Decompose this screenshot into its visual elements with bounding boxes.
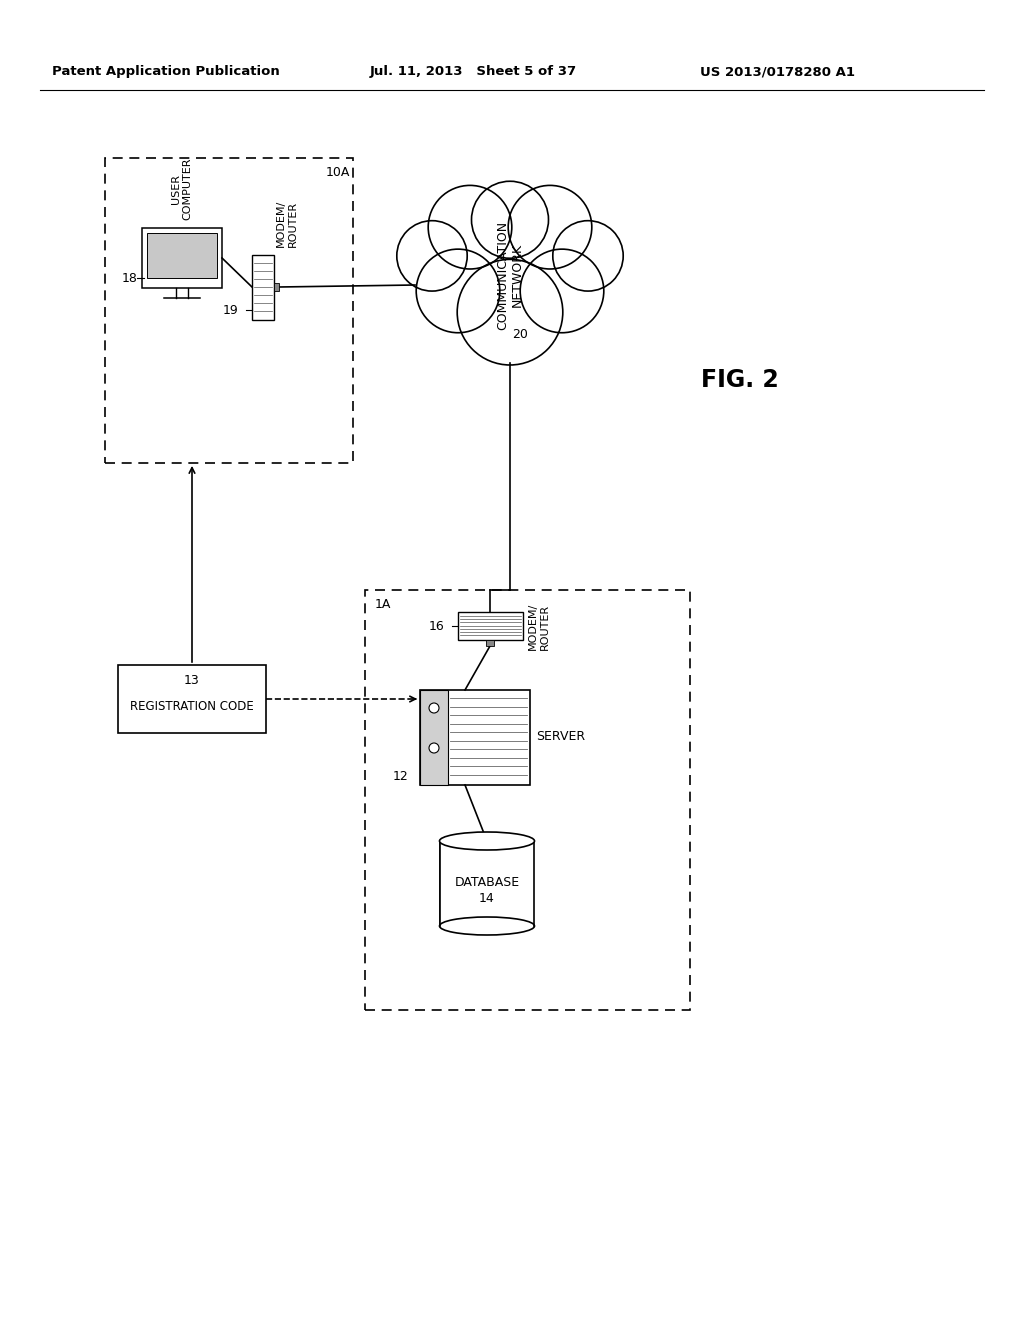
Text: 12: 12	[392, 771, 408, 784]
Bar	[105, 158, 353, 463]
Circle shape	[416, 249, 500, 333]
Text: FIG. 2: FIG. 2	[701, 368, 779, 392]
Text: 13: 13	[184, 673, 200, 686]
Bar	[486, 640, 494, 645]
Bar	[420, 690, 449, 785]
Text: DATABASE: DATABASE	[455, 876, 519, 890]
Text: COMMUNICATION
NETWORK: COMMUNICATION NETWORK	[496, 220, 524, 330]
Text: USER
COMPUTER: USER COMPUTER	[171, 157, 193, 220]
Bar	[440, 841, 535, 927]
Circle shape	[471, 181, 549, 259]
Circle shape	[520, 249, 604, 333]
Bar	[252, 255, 274, 319]
Text: SERVER: SERVER	[536, 730, 585, 743]
Bar	[458, 612, 523, 640]
Text: US 2013/0178280 A1: US 2013/0178280 A1	[700, 66, 855, 78]
Circle shape	[429, 743, 439, 752]
Text: 14: 14	[479, 892, 495, 906]
Circle shape	[429, 704, 439, 713]
Circle shape	[457, 260, 563, 366]
Circle shape	[508, 185, 592, 269]
Circle shape	[428, 185, 512, 269]
Bar	[365, 590, 690, 1010]
Text: 16: 16	[428, 619, 444, 632]
Bar	[274, 282, 279, 290]
Bar	[142, 228, 222, 288]
Ellipse shape	[439, 917, 535, 935]
Text: 20: 20	[512, 329, 528, 342]
Text: MODEM/
ROUTER: MODEM/ ROUTER	[528, 602, 550, 649]
Text: 19: 19	[222, 304, 238, 317]
Ellipse shape	[439, 832, 535, 850]
Text: Patent Application Publication: Patent Application Publication	[52, 66, 280, 78]
Text: MODEM/
ROUTER: MODEM/ ROUTER	[276, 199, 298, 247]
Text: 1A: 1A	[375, 598, 391, 610]
Text: REGISTRATION CODE: REGISTRATION CODE	[130, 701, 254, 714]
Circle shape	[553, 220, 624, 292]
Bar	[147, 234, 217, 279]
Bar	[118, 665, 266, 733]
Text: Jul. 11, 2013   Sheet 5 of 37: Jul. 11, 2013 Sheet 5 of 37	[370, 66, 578, 78]
Bar	[430, 219, 590, 319]
Text: 18: 18	[122, 272, 138, 285]
Text: 10A: 10A	[326, 165, 350, 178]
Bar	[420, 690, 530, 785]
Circle shape	[397, 220, 467, 292]
Bar	[425, 211, 595, 329]
